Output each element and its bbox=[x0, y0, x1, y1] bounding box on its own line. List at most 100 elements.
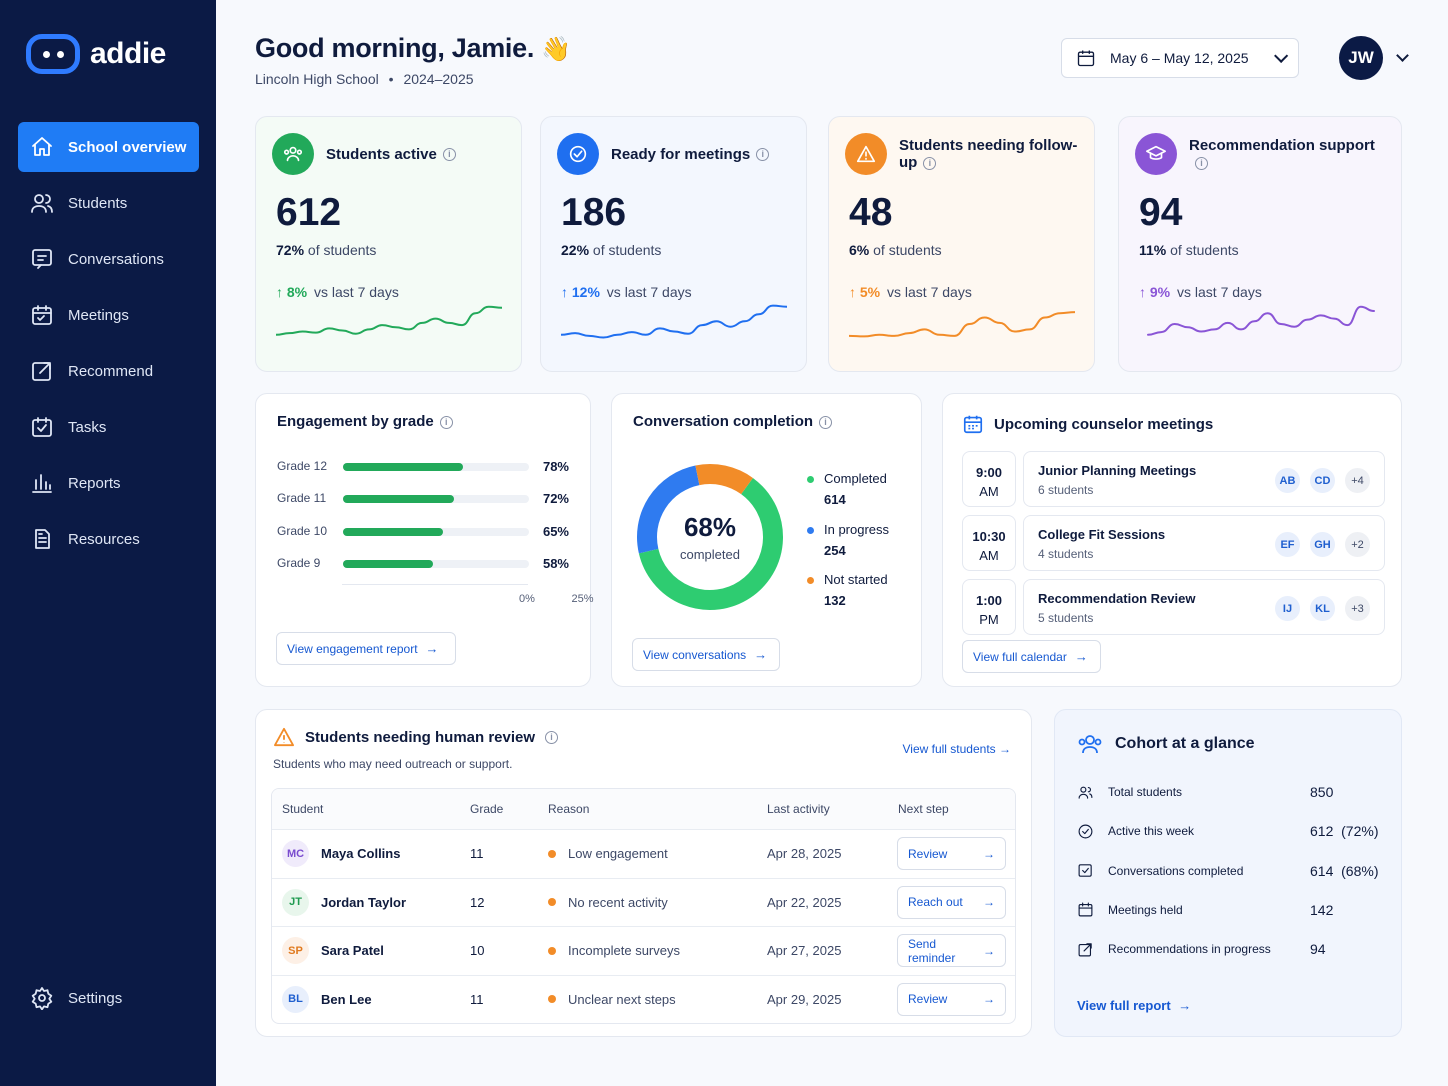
kpi-title: Recommendation supporti bbox=[1189, 137, 1375, 170]
view-full-students-link[interactable]: View full students → bbox=[902, 742, 1011, 756]
meeting-time: 9:00 AM bbox=[962, 451, 1016, 507]
users-icon bbox=[31, 194, 53, 213]
button-label: Reach out bbox=[908, 895, 963, 909]
kpi-card-ready-for-meetings[interactable]: Ready for meetings i 186 22% of students … bbox=[540, 116, 807, 372]
meeting-item[interactable]: 1:00 PM Recommendation Review 5 students IJ K… bbox=[962, 579, 1385, 635]
bar-value-label: 65% bbox=[542, 523, 569, 539]
sidebar-item-settings[interactable]: Settings bbox=[18, 973, 199, 1023]
next-step-cell: Send reminder → bbox=[897, 927, 1006, 975]
home-icon bbox=[32, 137, 52, 156]
sidebar-item-meetings[interactable]: Meetings bbox=[18, 290, 199, 340]
kpi-value: 94 bbox=[1139, 191, 1183, 234]
kpi-card-students-active[interactable]: Students active i 612 72% of students ↑ 8… bbox=[255, 116, 522, 372]
next-step-button[interactable]: Review → bbox=[897, 982, 1006, 1016]
kpi-value: 612 bbox=[276, 191, 342, 234]
sidebar-item-label: Recommend bbox=[68, 362, 154, 380]
next-step-cell: Reach out → bbox=[897, 879, 1006, 927]
sidebar-nav: School overview Students Conversations M… bbox=[18, 122, 199, 570]
sidebar-item-tasks[interactable]: Tasks bbox=[18, 402, 199, 452]
info-icon[interactable]: i bbox=[923, 156, 937, 170]
student-name[interactable]: Maya Collins bbox=[321, 846, 401, 862]
engagement-card: Engagement by grade i Grade 12 78% Grade 11… bbox=[255, 393, 591, 687]
last-activity-cell: Apr 27, 2025 bbox=[767, 943, 842, 959]
sparkline-series bbox=[561, 304, 787, 339]
reason-text: Low engagement bbox=[568, 846, 668, 862]
sidebar-item-conversations[interactable]: Conversations bbox=[18, 234, 199, 284]
date-range-picker[interactable]: May 6 – May 12, 2025 bbox=[1061, 38, 1299, 78]
bar-fill bbox=[343, 559, 433, 568]
next-step-button[interactable]: Review → bbox=[897, 837, 1006, 870]
cohort-value: 142 bbox=[1310, 901, 1334, 918]
grade-label: Grade 10 bbox=[277, 523, 328, 538]
arrow-right-icon: → bbox=[999, 742, 1011, 756]
date-range-label: May 6 – May 12, 2025 bbox=[1110, 50, 1249, 66]
check-circle-icon bbox=[1078, 824, 1093, 839]
reason-text: No recent activity bbox=[568, 894, 668, 910]
legend-item: In progress 254 bbox=[807, 522, 889, 558]
grade-bar-row: Grade 10 65% bbox=[277, 524, 569, 540]
info-icon[interactable]: i bbox=[439, 415, 453, 429]
info-icon[interactable]: i bbox=[819, 415, 833, 429]
info-icon[interactable]: i bbox=[1195, 156, 1208, 170]
calendar-icon bbox=[1078, 902, 1093, 917]
student-name[interactable]: Ben Lee bbox=[321, 991, 372, 1007]
logo[interactable]: addie bbox=[26, 34, 166, 74]
legend-dot bbox=[807, 577, 814, 584]
meeting-title: College Fit Sessions bbox=[1038, 527, 1166, 542]
kpi-value: 48 bbox=[849, 191, 893, 234]
sidebar-item-resources[interactable]: Resources bbox=[18, 514, 199, 564]
sidebar-item-school-overview[interactable]: School overview bbox=[18, 122, 199, 172]
sparkline-chart bbox=[849, 311, 1075, 338]
info-icon[interactable]: i bbox=[756, 148, 770, 162]
student-name[interactable]: Jordan Taylor bbox=[321, 894, 407, 910]
sidebar-item-recommend[interactable]: Recommend bbox=[18, 346, 199, 396]
table-row: MC Maya Collins 11 Low engagement Apr 28, 20… bbox=[272, 829, 1015, 878]
grade-cell: 11 bbox=[470, 991, 484, 1007]
sidebar-item-label: Meetings bbox=[68, 306, 129, 324]
donut-slice-not-started bbox=[695, 464, 753, 495]
bar-value-label: 78% bbox=[542, 459, 569, 474]
legend-item: Not started 132 bbox=[807, 572, 888, 608]
donut-chart bbox=[637, 464, 783, 610]
kpi-title: Students needing follow-up i bbox=[899, 137, 1078, 171]
wave-emoji: 👋 bbox=[541, 36, 571, 63]
kpi-title: Ready for meetings i bbox=[611, 146, 770, 163]
user-avatar[interactable]: JW bbox=[1339, 36, 1383, 80]
bar-track bbox=[343, 495, 529, 504]
sidebar: addie School overview Students Conversat… bbox=[0, 0, 216, 1086]
calendar-icon bbox=[963, 415, 983, 434]
student-name[interactable]: Sara Patel bbox=[321, 943, 384, 959]
donut-center-value: 68% bbox=[683, 512, 737, 542]
cohort-label: Active this week bbox=[1108, 824, 1195, 839]
sidebar-item-students[interactable]: Students bbox=[18, 178, 199, 228]
view-conversations-button[interactable]: View conversations → bbox=[632, 638, 780, 671]
bar-value-label: 58% bbox=[542, 555, 569, 571]
cohort-value: 94 bbox=[1310, 941, 1326, 958]
meeting-item[interactable]: 9:00 AM Junior Planning Meetings 6 students… bbox=[962, 451, 1385, 507]
cohort-row: Meetings held 142 bbox=[1077, 900, 1397, 920]
reason-cell: Unclear next steps bbox=[548, 976, 676, 1024]
warning-icon bbox=[845, 133, 887, 175]
legend-dot bbox=[807, 526, 814, 534]
next-step-button[interactable]: Send reminder → bbox=[897, 934, 1006, 967]
next-step-button[interactable]: Reach out → bbox=[897, 885, 1006, 919]
sidebar-item-label: Reports bbox=[68, 474, 121, 492]
kpi-card-students-needing-follow-up[interactable]: Students needing follow-up i 48 6% of stu… bbox=[828, 116, 1095, 372]
sidebar-item-reports[interactable]: Reports bbox=[18, 458, 199, 508]
view-full-report-link[interactable]: View full report → bbox=[1077, 998, 1191, 1013]
cohort-card: Cohort at a glance Total students 850 Acti… bbox=[1054, 709, 1402, 1037]
human-review-card: Students needing human review i Students… bbox=[255, 709, 1032, 1037]
section-subtitle: Students who may need outreach or suppor… bbox=[273, 757, 513, 771]
info-icon[interactable]: i bbox=[545, 730, 559, 744]
student-cell: MC Maya Collins bbox=[282, 830, 400, 878]
view-full-calendar-button[interactable]: View full calendar → bbox=[962, 640, 1101, 673]
bar-track bbox=[343, 463, 529, 471]
check-circle-icon bbox=[557, 133, 599, 175]
kpi-percent: 72% of students bbox=[276, 242, 377, 258]
info-icon[interactable]: i bbox=[442, 148, 456, 162]
meeting-item[interactable]: 10:30 AM College Fit Sessions 4 students EF G… bbox=[962, 515, 1385, 571]
view-engagement-report-button[interactable]: View engagement report → bbox=[276, 632, 456, 665]
avatar: KL bbox=[1308, 594, 1337, 623]
kpi-card-recommendation-support[interactable]: Recommendation supporti 94 11% of studen… bbox=[1118, 116, 1402, 372]
chevron-down-icon[interactable] bbox=[1396, 49, 1409, 62]
